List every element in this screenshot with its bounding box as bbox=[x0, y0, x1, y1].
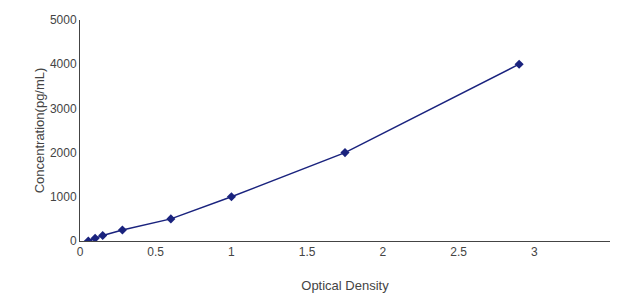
svg-text:1: 1 bbox=[228, 245, 235, 259]
svg-text:Concentration(pg/mL): Concentration(pg/mL) bbox=[32, 68, 47, 194]
svg-text:2: 2 bbox=[380, 245, 387, 259]
svg-text:0.5: 0.5 bbox=[147, 245, 164, 259]
svg-text:3: 3 bbox=[531, 245, 538, 259]
svg-text:1000: 1000 bbox=[50, 190, 77, 204]
svg-text:1.5: 1.5 bbox=[299, 245, 316, 259]
svg-text:0: 0 bbox=[70, 234, 77, 248]
svg-text:0: 0 bbox=[77, 245, 84, 259]
svg-text:2000: 2000 bbox=[50, 146, 77, 160]
svg-text:2.5: 2.5 bbox=[450, 245, 467, 259]
svg-text:5000: 5000 bbox=[50, 13, 77, 27]
svg-text:4000: 4000 bbox=[50, 57, 77, 71]
svg-text:Optical Density: Optical Density bbox=[301, 278, 389, 293]
svg-text:3000: 3000 bbox=[50, 102, 77, 116]
